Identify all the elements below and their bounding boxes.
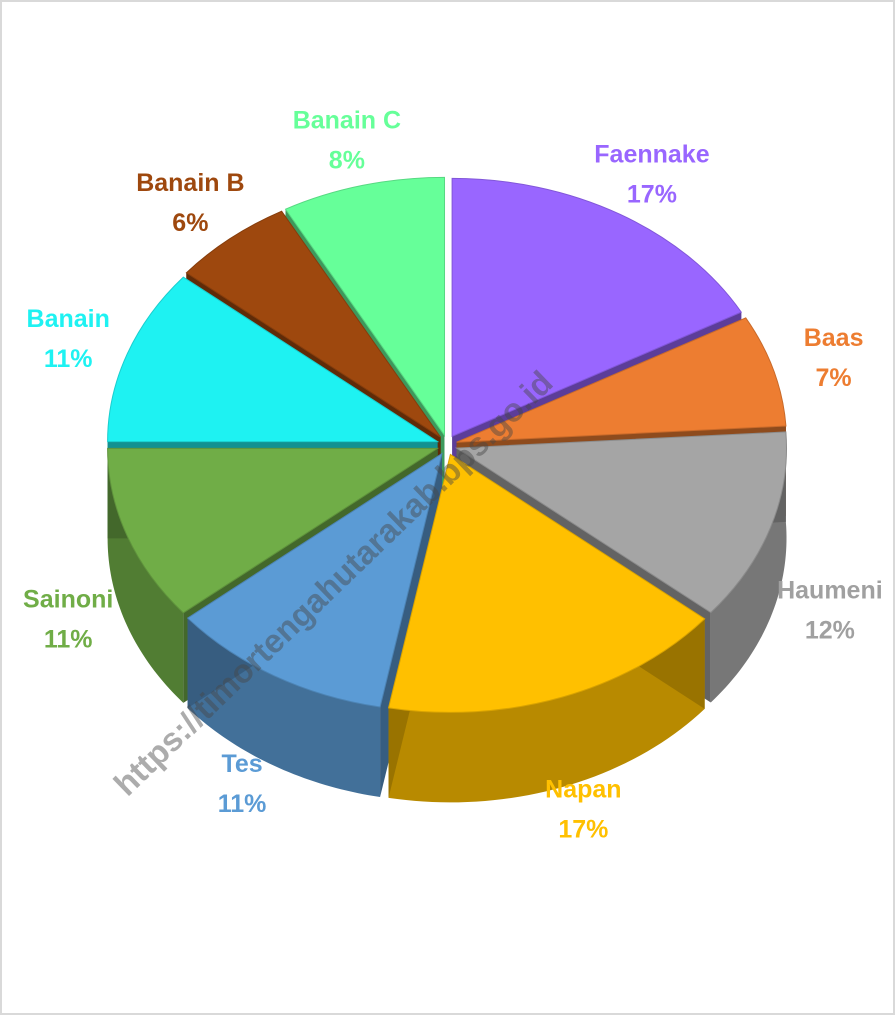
slice-value-label: 11% [218, 790, 267, 818]
slice-label: Haumeni [777, 576, 883, 604]
slice-label: Banain [27, 305, 110, 333]
slice-side [710, 431, 787, 703]
labels: Faennake 17% Baas 7% Haumeni 12% Napan 17% Tes 11… [23, 107, 883, 844]
slice-value-label: 11% [44, 626, 93, 654]
slice [186, 452, 443, 708]
slice [107, 276, 440, 443]
slice-value-label: 12% [805, 616, 855, 644]
slice-label: Banain C [293, 107, 401, 135]
slice-label: Banain B [136, 169, 244, 197]
slice-value-label: 8% [329, 147, 365, 175]
slice [284, 176, 446, 437]
slice [107, 447, 440, 614]
slice [456, 317, 787, 443]
slice-label: Tes [221, 750, 262, 778]
slice-side [107, 448, 184, 703]
slice [454, 431, 787, 614]
slice-value-label: 11% [44, 345, 93, 373]
slice [387, 453, 706, 713]
slice-label: Faennake [594, 141, 709, 169]
slice-value-label: 17% [558, 815, 608, 843]
slice [185, 210, 442, 438]
slice-label: Sainoni [23, 586, 113, 614]
slice-label: Baas [804, 324, 864, 352]
slice-value-label: 6% [172, 209, 208, 237]
slice-value-label: 17% [627, 181, 677, 209]
slice [451, 177, 743, 438]
slice-value-label: 7% [816, 364, 852, 392]
pie [107, 176, 787, 803]
slice-label: Napan [545, 775, 621, 803]
slice-side [388, 618, 705, 803]
